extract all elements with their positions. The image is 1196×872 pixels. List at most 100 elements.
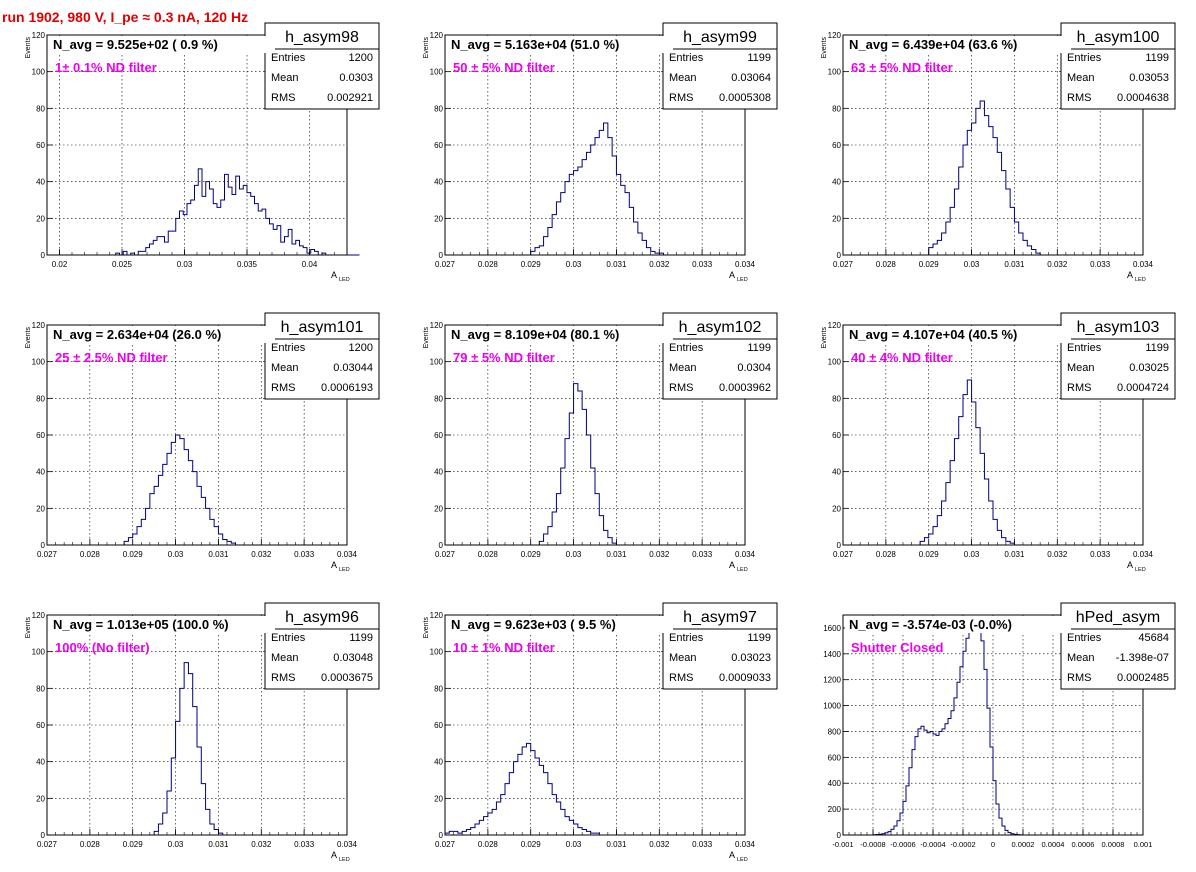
histogram-panel-h_asym102: 0.027 0.028 0.029 0.03 0.031 0.032 0.033 0.034 0… — [423, 312, 778, 573]
x-tick-label: 0.034 — [1133, 260, 1154, 269]
x-tick-label: 0.02 — [52, 260, 68, 269]
navg-box — [49, 36, 275, 53]
stats-label: Mean — [669, 72, 697, 84]
y-tick-label: 20 — [434, 214, 443, 223]
stats-value: 0.0009033 — [719, 672, 771, 684]
x-tick-label: 0.028 — [478, 260, 499, 269]
y-tick-label: 20 — [36, 794, 45, 803]
histogram-line — [919, 379, 1019, 546]
stats-value: 1199 — [349, 632, 373, 644]
navg-box — [49, 616, 275, 633]
x-tick-label: 0.034 — [735, 840, 756, 849]
y-axis-label: Events — [25, 327, 32, 349]
stats-value: 1199 — [747, 632, 771, 644]
x-axis-label: A — [1127, 560, 1133, 570]
stats-title-box — [662, 602, 778, 630]
stats-box — [264, 338, 380, 400]
y-tick-label: 40 — [36, 758, 45, 767]
y-tick-label: 60 — [36, 721, 45, 730]
x-axis-label: A — [729, 270, 735, 280]
y-tick-label: 120 — [32, 321, 46, 330]
x-tick-label: -0.0004 — [920, 840, 945, 849]
stats-label: Mean — [271, 72, 299, 84]
histogram-panel-h_asym101: 0.027 0.028 0.029 0.03 0.031 0.032 0.033 0.034 0… — [25, 312, 380, 573]
stats-value: 0.0304 — [737, 362, 771, 374]
x-tick-label: 0.0008 — [1102, 840, 1125, 849]
y-tick-label: 20 — [832, 214, 841, 223]
y-axis-label: Events — [423, 37, 430, 59]
stats-value: 1199 — [747, 52, 771, 64]
stats-box — [1060, 628, 1176, 690]
y-tick-label: 100 — [32, 648, 46, 657]
stats-label: Mean — [271, 362, 299, 374]
x-tick-label: 0.03 — [168, 840, 184, 849]
stats-label: Entries — [669, 52, 704, 64]
x-tick-label: 0.03 — [566, 260, 582, 269]
x-tick-label: -0.0006 — [890, 840, 915, 849]
histogram-panel-h_asym103: 0.027 0.028 0.029 0.03 0.031 0.032 0.033 0.034 0… — [821, 312, 1176, 573]
stats-label: Mean — [1067, 362, 1095, 374]
y-tick-label: 100 — [828, 358, 842, 367]
x-tick-label: 0.027 — [833, 550, 854, 559]
stats-label: RMS — [1067, 382, 1091, 394]
stats-box — [662, 628, 778, 690]
stats-title-box — [662, 312, 778, 340]
y-axis-label: Events — [25, 617, 32, 639]
y-tick-label: 100 — [430, 358, 444, 367]
stats-value: 0.0003675 — [321, 672, 373, 684]
x-tick-label: 0.034 — [337, 840, 358, 849]
x-tick-label: 0.03 — [566, 840, 582, 849]
y-tick-label: 60 — [434, 141, 443, 150]
stats-label: Mean — [1067, 72, 1095, 84]
y-tick-label: 80 — [832, 104, 841, 113]
y-tick-label: 80 — [434, 394, 443, 403]
stats-label: RMS — [1067, 92, 1091, 104]
x-axis-label: A — [331, 850, 337, 860]
x-tick-label: 0.035 — [237, 260, 258, 269]
stats-value: -1.398e-07 — [1116, 652, 1169, 664]
x-axis-label-subscript: LED — [339, 857, 350, 863]
navg-box — [845, 326, 1071, 343]
stats-label: Mean — [669, 362, 697, 374]
y-tick-label: 0 — [837, 831, 842, 840]
navg-text: N_avg = 9.623e+03 ( 9.5 %) — [451, 617, 616, 632]
histogram-panel-h_asym99: 0.027 0.028 0.029 0.03 0.031 0.032 0.033 0.034 0… — [423, 22, 778, 283]
x-tick-label: 0.031 — [208, 840, 229, 849]
stats-box — [264, 628, 380, 690]
histogram-line — [123, 434, 240, 546]
x-tick-label: 0.031 — [606, 260, 627, 269]
stats-label: RMS — [1067, 672, 1091, 684]
y-tick-label: 800 — [828, 727, 842, 736]
page-title: run 1902, 980 V, I_pe ≈ 0.3 nA, 120 Hz — [2, 9, 249, 25]
y-tick-label: 1400 — [823, 650, 841, 659]
navg-box — [845, 616, 1071, 633]
histogram-line — [153, 662, 227, 836]
x-tick-label: 0.03 — [177, 260, 193, 269]
stats-label: Entries — [669, 342, 704, 354]
y-axis-label: Events — [821, 37, 828, 59]
y-axis-label: Events — [423, 327, 430, 349]
stats-label: RMS — [271, 672, 295, 684]
x-tick-label: 0.03 — [168, 550, 184, 559]
stats-label: Entries — [1067, 342, 1102, 354]
histogram-name: h_asym98 — [285, 29, 359, 46]
x-tick-label: 0.027 — [37, 550, 58, 559]
y-tick-label: 120 — [32, 31, 46, 40]
x-tick-label: 0.032 — [251, 550, 272, 559]
x-tick-label: -0.001 — [832, 840, 853, 849]
x-axis-label: A — [729, 850, 735, 860]
x-tick-label: 0.031 — [1004, 260, 1025, 269]
histogram-name: h_asym96 — [285, 609, 359, 626]
stats-value: 1200 — [349, 52, 373, 64]
x-tick-label: 0.03 — [964, 550, 980, 559]
navg-text: N_avg = 8.109e+04 (80.1 %) — [451, 327, 619, 342]
y-tick-label: 1600 — [823, 624, 841, 633]
x-tick-label: 0.032 — [649, 840, 670, 849]
x-tick-label: 0.03 — [566, 550, 582, 559]
y-tick-label: 0 — [837, 251, 842, 260]
y-tick-label: 1200 — [823, 676, 841, 685]
y-tick-label: 0 — [41, 541, 46, 550]
navg-text: N_avg = -3.574e-03 (-0.0%) — [849, 617, 1012, 632]
navg-text: N_avg = 2.634e+04 (26.0 %) — [53, 327, 221, 342]
x-tick-label: 0.028 — [80, 550, 101, 559]
